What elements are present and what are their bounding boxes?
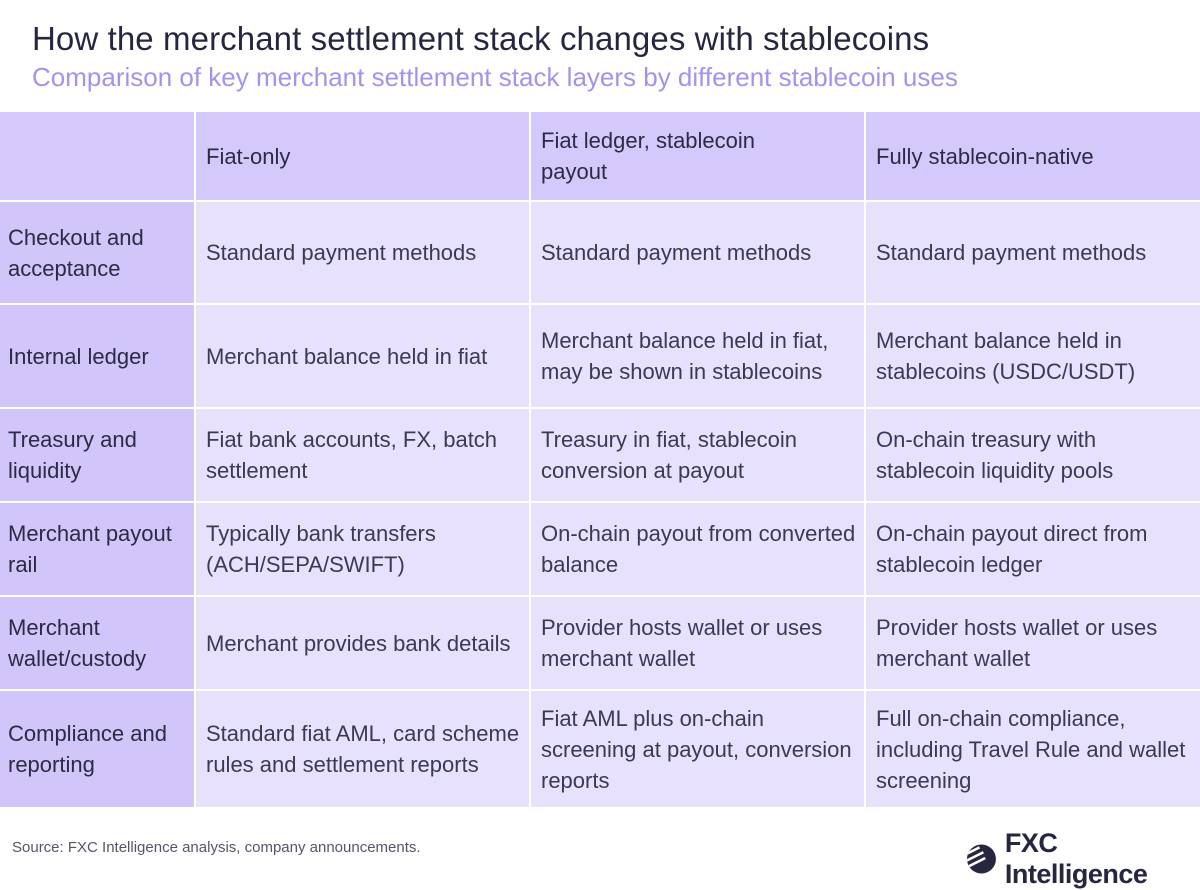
page-title: How the merchant settlement stack change… (32, 20, 930, 57)
table-cell: Standard payment methods (529, 200, 866, 305)
row-label: Treasury and liquidity (0, 407, 196, 503)
table-cell: Standard payment methods (194, 200, 531, 305)
source-note: Source: FXC Intelligence analysis, compa… (12, 839, 421, 856)
table-row: Compliance and reporting Standard fiat AM… (0, 689, 1200, 809)
table-header-row: Fiat-only Fiat ledger, stablecoin payout… (0, 110, 1200, 202)
header-cell: Fiat-only (194, 110, 531, 202)
fxc-globe-logo-icon (966, 844, 996, 874)
table-row: Checkout and acceptance Standard payment … (0, 200, 1200, 305)
fxc-logo: FXC Intelligence (966, 828, 1200, 890)
table-row: Merchant wallet/custody Merchant provides… (0, 595, 1200, 691)
header-cell-empty (0, 110, 196, 202)
table-cell: Fiat AML plus on-chain screening at payo… (529, 689, 866, 809)
comparison-table: Fiat-only Fiat ledger, stablecoin payout… (0, 110, 1200, 809)
table-cell: On-chain treasury with stablecoin liquid… (864, 407, 1200, 503)
table-row: Treasury and liquidity Fiat bank accounts… (0, 407, 1200, 503)
row-label: Checkout and acceptance (0, 200, 196, 305)
header-cell: Fiat ledger, stablecoin payout (529, 110, 866, 202)
table-cell: On-chain payout from converted balance (529, 501, 866, 597)
table-cell: Merchant balance held in fiat (194, 303, 531, 409)
table-cell: Standard fiat AML, card scheme rules and… (194, 689, 531, 809)
table-cell: Provider hosts wallet or uses merchant w… (529, 595, 866, 691)
table-cell: Merchant balance held in fiat, may be sh… (529, 303, 866, 409)
table-cell: Merchant provides bank details (194, 595, 531, 691)
table-cell: Provider hosts wallet or uses merchant w… (864, 595, 1200, 691)
logo-text: FXC Intelligence (1004, 828, 1148, 889)
table-row: Merchant payout rail Typically bank trans… (0, 501, 1200, 597)
row-label: Internal ledger (0, 303, 196, 409)
table-cell: Typically bank transfers (ACH/SEPA/SWIFT… (194, 501, 531, 597)
table-cell: Fiat bank accounts, FX, batch settlement (194, 407, 531, 503)
table-cell: Full on-chain compliance, including Trav… (864, 689, 1200, 809)
table-cell: Standard payment methods (864, 200, 1200, 305)
row-label: Compliance and reporting (0, 689, 196, 809)
table-row: Internal ledger Merchant balance held in … (0, 303, 1200, 409)
table-cell: Treasury in fiat, stablecoin conversion … (529, 407, 866, 503)
header-cell: Fully stablecoin-native (864, 110, 1200, 202)
row-label: Merchant wallet/custody (0, 595, 196, 691)
row-label: Merchant payout rail (0, 501, 196, 597)
table-cell: Merchant balance held in stablecoins (US… (864, 303, 1200, 409)
table-cell: On-chain payout direct from stablecoin l… (864, 501, 1200, 597)
page-subtitle: Comparison of key merchant settlement st… (32, 62, 958, 92)
